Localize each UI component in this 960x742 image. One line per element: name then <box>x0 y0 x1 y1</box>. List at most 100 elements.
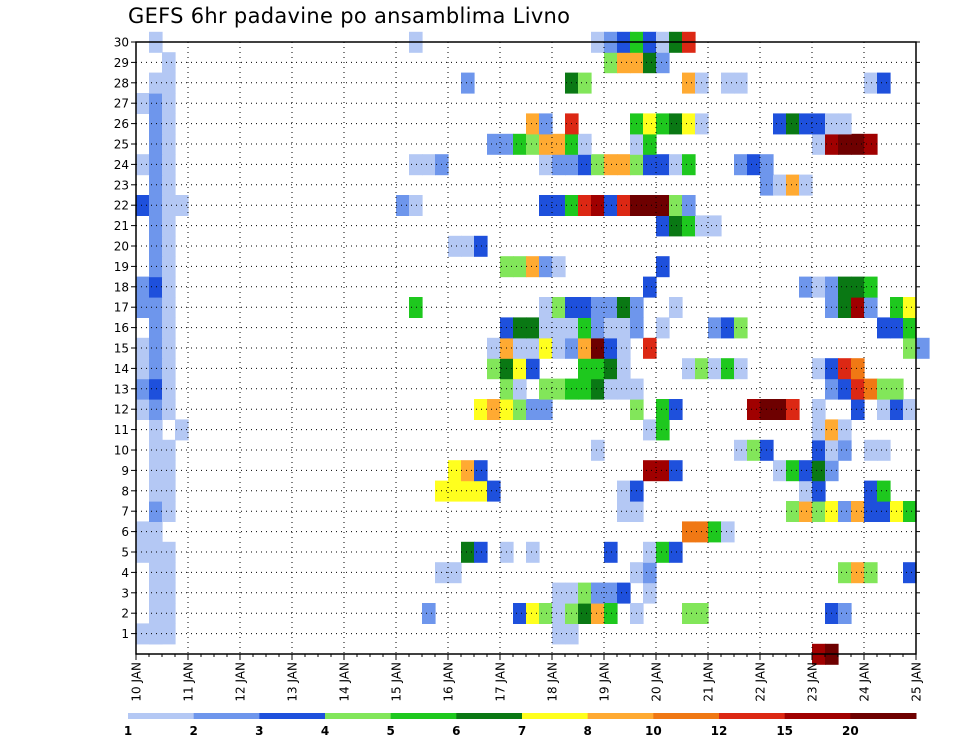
heatmap-cell <box>578 358 592 380</box>
x-tick-label: 22 JAN <box>754 662 768 702</box>
heatmap-cell <box>916 337 930 359</box>
heatmap-cell <box>773 113 787 135</box>
heatmap-cell <box>812 419 826 441</box>
heatmap-cell <box>864 276 878 298</box>
heatmap-cell <box>526 358 540 380</box>
legend-swatch <box>719 713 786 719</box>
y-tick-label: 26 <box>114 117 129 131</box>
heatmap-cell <box>604 541 618 563</box>
heatmap-cell <box>617 358 631 380</box>
heatmap-cell <box>851 399 865 420</box>
x-tick-label: 17 JAN <box>494 662 508 702</box>
heatmap-cell <box>136 195 150 216</box>
heatmap-cell <box>539 603 553 624</box>
legend-label: 5 <box>386 724 394 738</box>
heatmap-cell <box>708 521 722 543</box>
heatmap-cell <box>461 460 475 482</box>
heatmap-cell <box>747 439 761 461</box>
heatmap-cell <box>539 154 553 176</box>
heatmap-cell <box>786 174 800 196</box>
heatmap-cell <box>682 521 696 543</box>
heatmap-cell <box>422 603 436 624</box>
heatmap-cell <box>487 399 501 420</box>
y-tick-label: 5 <box>121 546 129 560</box>
heatmap-cell <box>838 378 852 400</box>
heatmap-cell <box>461 480 475 502</box>
heatmap-cell <box>643 276 657 298</box>
heatmap-cell <box>578 317 592 339</box>
heatmap-cell <box>643 133 657 155</box>
heatmap-cell <box>851 276 865 298</box>
heatmap-cell <box>448 480 462 502</box>
heatmap-cell <box>526 113 540 135</box>
x-tick-label: 20 JAN <box>650 662 664 702</box>
y-tick-label: 24 <box>114 158 129 172</box>
heatmap-cell <box>149 358 163 380</box>
heatmap-cell <box>552 623 566 645</box>
legend-label: 12 <box>711 724 728 738</box>
y-tick-label: 10 <box>114 444 129 458</box>
heatmap-cell <box>604 317 618 339</box>
heatmap-cell <box>162 582 176 604</box>
heatmap-cell <box>474 460 488 482</box>
y-tick-label: 18 <box>114 280 129 294</box>
heatmap-cell <box>552 378 566 400</box>
heatmap-cell <box>903 337 917 359</box>
heatmap-cell <box>149 256 163 278</box>
heatmap-cell <box>812 358 826 380</box>
heatmap-cell <box>149 603 163 624</box>
heatmap-cell <box>786 399 800 420</box>
heatmap-cell <box>669 113 683 135</box>
heatmap-cell <box>591 154 605 176</box>
heatmap-cell <box>773 460 787 482</box>
heatmap-cell <box>136 521 150 543</box>
heatmap-cell <box>578 72 592 94</box>
heatmap-cell <box>734 358 748 380</box>
legend-swatch <box>784 713 851 719</box>
heatmap-cell <box>656 154 670 176</box>
heatmap-cell <box>877 501 891 522</box>
heatmap-cell <box>838 501 852 522</box>
heatmap-cell <box>552 297 566 318</box>
heatmap-cell <box>669 215 683 237</box>
heatmap-cell <box>513 358 527 380</box>
heatmap-cell <box>656 195 670 216</box>
heatmap-cell <box>838 358 852 380</box>
heatmap-cell <box>136 378 150 400</box>
heatmap-cell <box>162 113 176 135</box>
heatmap-cell <box>812 501 826 522</box>
heatmap-cell <box>877 399 891 420</box>
heatmap-cell <box>708 215 722 237</box>
y-tick-label: 3 <box>121 586 129 600</box>
heatmap-cell <box>513 603 527 624</box>
legend-label: 20 <box>842 724 859 738</box>
heatmap-cell <box>734 439 748 461</box>
x-tick-label: 14 JAN <box>338 662 352 702</box>
heatmap-cell <box>487 337 501 359</box>
y-tick-label: 15 <box>114 342 129 356</box>
y-tick-label: 27 <box>114 97 129 111</box>
heatmap-cell <box>539 337 553 359</box>
heatmap-cell <box>786 460 800 482</box>
heatmap-cell <box>513 337 527 359</box>
heatmap-cell <box>448 562 462 584</box>
y-tick-label: 9 <box>121 464 129 478</box>
heatmap-cell <box>669 195 683 216</box>
y-tick-label: 25 <box>114 138 129 152</box>
heatmap-cell <box>552 603 566 624</box>
heatmap-cell <box>162 256 176 278</box>
heatmap-cell <box>838 603 852 624</box>
heatmap-cell <box>461 541 475 563</box>
heatmap-cell <box>162 235 176 257</box>
heatmap-cell <box>864 501 878 522</box>
heatmap-cell <box>513 378 527 400</box>
heatmap-cell <box>539 133 553 155</box>
heatmap-cell <box>578 337 592 359</box>
heatmap-cell <box>448 460 462 482</box>
heatmap-cell <box>747 399 761 420</box>
heatmap-cell <box>643 419 657 441</box>
heatmap-cell <box>149 174 163 196</box>
heatmap-cell <box>851 378 865 400</box>
heatmap-cell <box>162 93 176 114</box>
heatmap-cell <box>552 582 566 604</box>
